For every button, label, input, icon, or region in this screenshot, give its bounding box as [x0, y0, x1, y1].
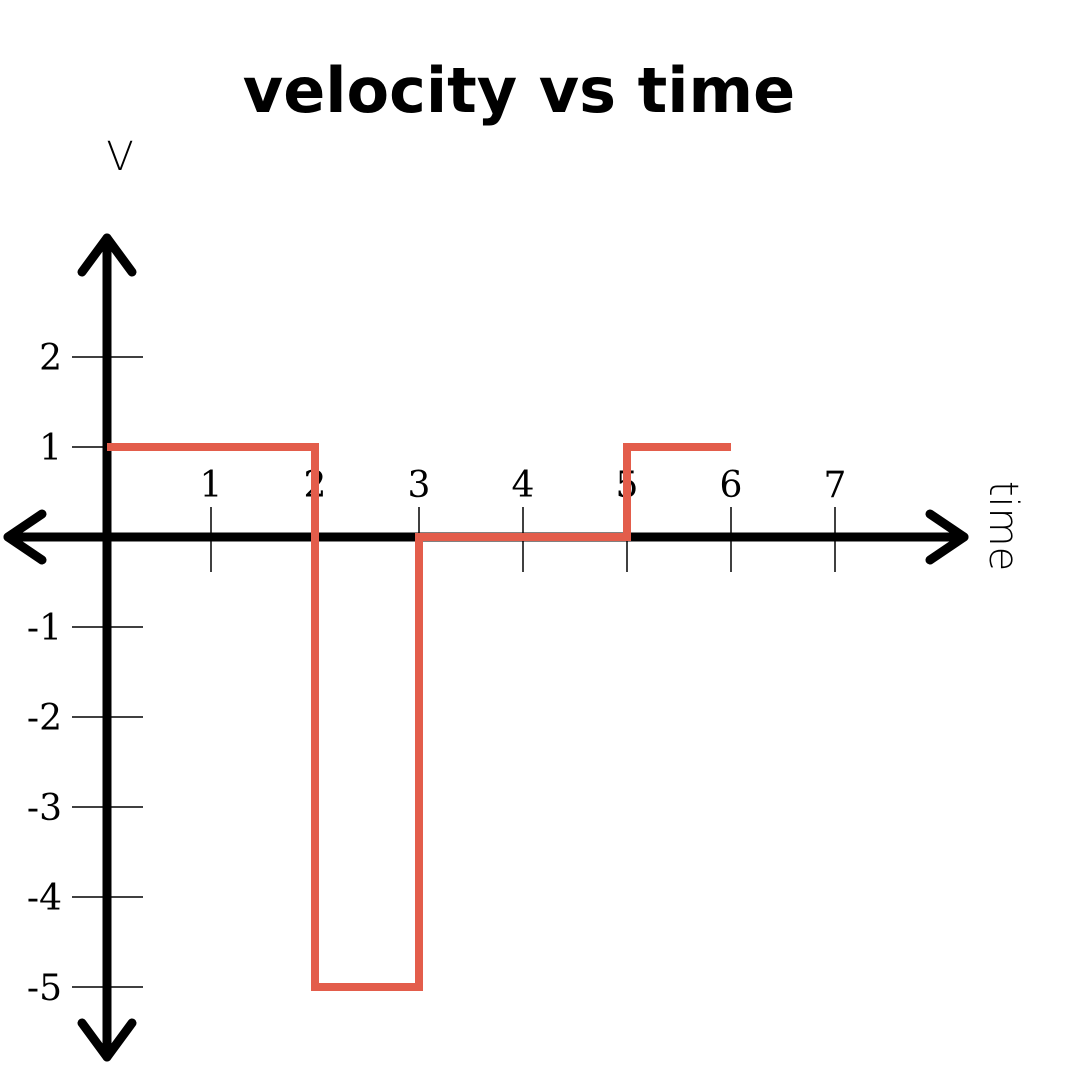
y-tick-label--5: -5: [27, 968, 62, 1009]
axes: [3, 233, 969, 1062]
y-tick-label--1: -1: [27, 608, 62, 649]
x-axis-right-arrowhead: [925, 509, 969, 565]
y-tick-label-2: 2: [39, 338, 62, 379]
y-axis-top-arrowhead: [77, 233, 137, 277]
y-ticks: 2 1 -1 -2 -3 -4 -5: [27, 338, 143, 1009]
y-tick-label--2: -2: [27, 698, 62, 739]
y-tick-label-1: 1: [39, 428, 62, 469]
x-tick-label-7: 7: [824, 465, 847, 506]
y-axis-bottom-arrowhead: [77, 1018, 137, 1062]
y-tick-label--3: -3: [27, 788, 62, 829]
x-axis-label: time: [980, 481, 1026, 571]
y-tick-label--4: -4: [27, 878, 62, 919]
x-axis-left-arrowhead: [3, 509, 47, 565]
series-line-0: [107, 443, 731, 991]
series-layer: [107, 443, 731, 991]
chart-title: velocity vs time: [243, 54, 795, 127]
x-tick-label-4: 4: [512, 465, 535, 506]
x-tick-label-1: 1: [200, 465, 223, 506]
x-tick-label-3: 3: [408, 465, 431, 506]
x-tick-label-6: 6: [720, 465, 743, 506]
y-axis-label: V: [106, 134, 133, 180]
